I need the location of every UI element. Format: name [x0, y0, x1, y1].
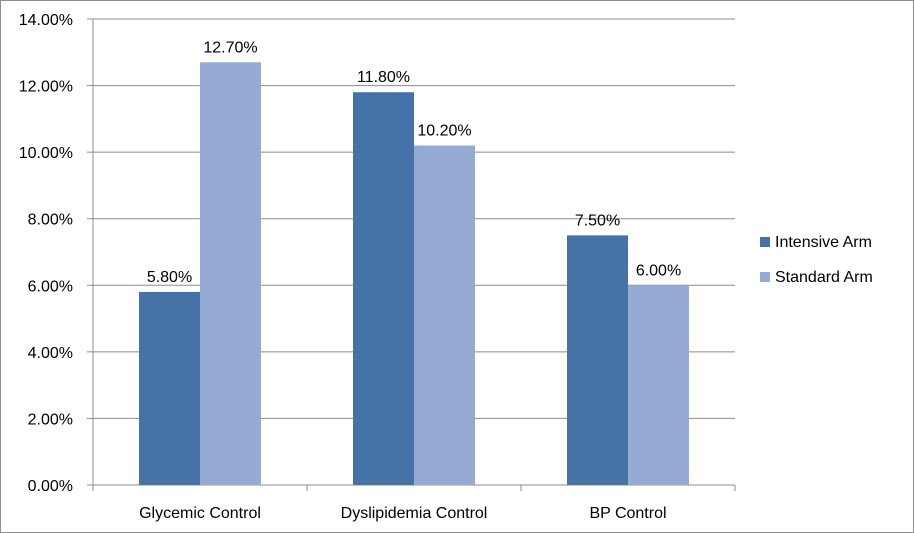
y-tick-label: 12.00% [19, 79, 73, 96]
bar [567, 235, 628, 485]
y-tick-label: 4.00% [28, 345, 73, 362]
x-axis: Glycemic Control Dyslipidemia Control BP C… [92, 484, 736, 522]
x-category-label: BP Control [589, 505, 666, 522]
data-label: 10.20% [417, 122, 471, 139]
data-label: 5.80% [147, 269, 192, 286]
data-label: 11.80% [357, 69, 410, 86]
x-category-label: Glycemic Control [139, 505, 261, 522]
y-tick-label: 6.00% [28, 278, 73, 295]
bars [139, 62, 689, 486]
bar [139, 291, 200, 485]
legend: Intensive Arm Standard Arm [760, 234, 873, 286]
bar [353, 92, 414, 485]
legend-swatch [760, 237, 770, 247]
legend-swatch [760, 272, 770, 282]
y-tick-label: 10.00% [19, 145, 73, 162]
data-labels: 5.80% 12.70% 11.80% 10.20% 7.50% 6.00% [147, 39, 681, 286]
data-label: 12.70% [203, 39, 257, 56]
y-tick-label: 0.00% [28, 478, 73, 495]
data-label: 6.00% [636, 262, 681, 279]
legend-label: Standard Arm [775, 269, 873, 286]
y-tick-label: 14.00% [19, 12, 73, 29]
bar [628, 285, 689, 485]
legend-label: Intensive Arm [775, 234, 872, 251]
y-axis: 0.00% 2.00% 4.00% 6.00% 8.00% 10.00% 12.00% 14.… [19, 12, 94, 495]
y-tick-label: 2.00% [28, 411, 73, 428]
bar [200, 62, 261, 486]
x-category-label: Dyslipidemia Control [341, 505, 488, 522]
bar [414, 145, 475, 485]
y-tick-label: 8.00% [28, 212, 73, 229]
data-label: 7.50% [575, 212, 620, 229]
